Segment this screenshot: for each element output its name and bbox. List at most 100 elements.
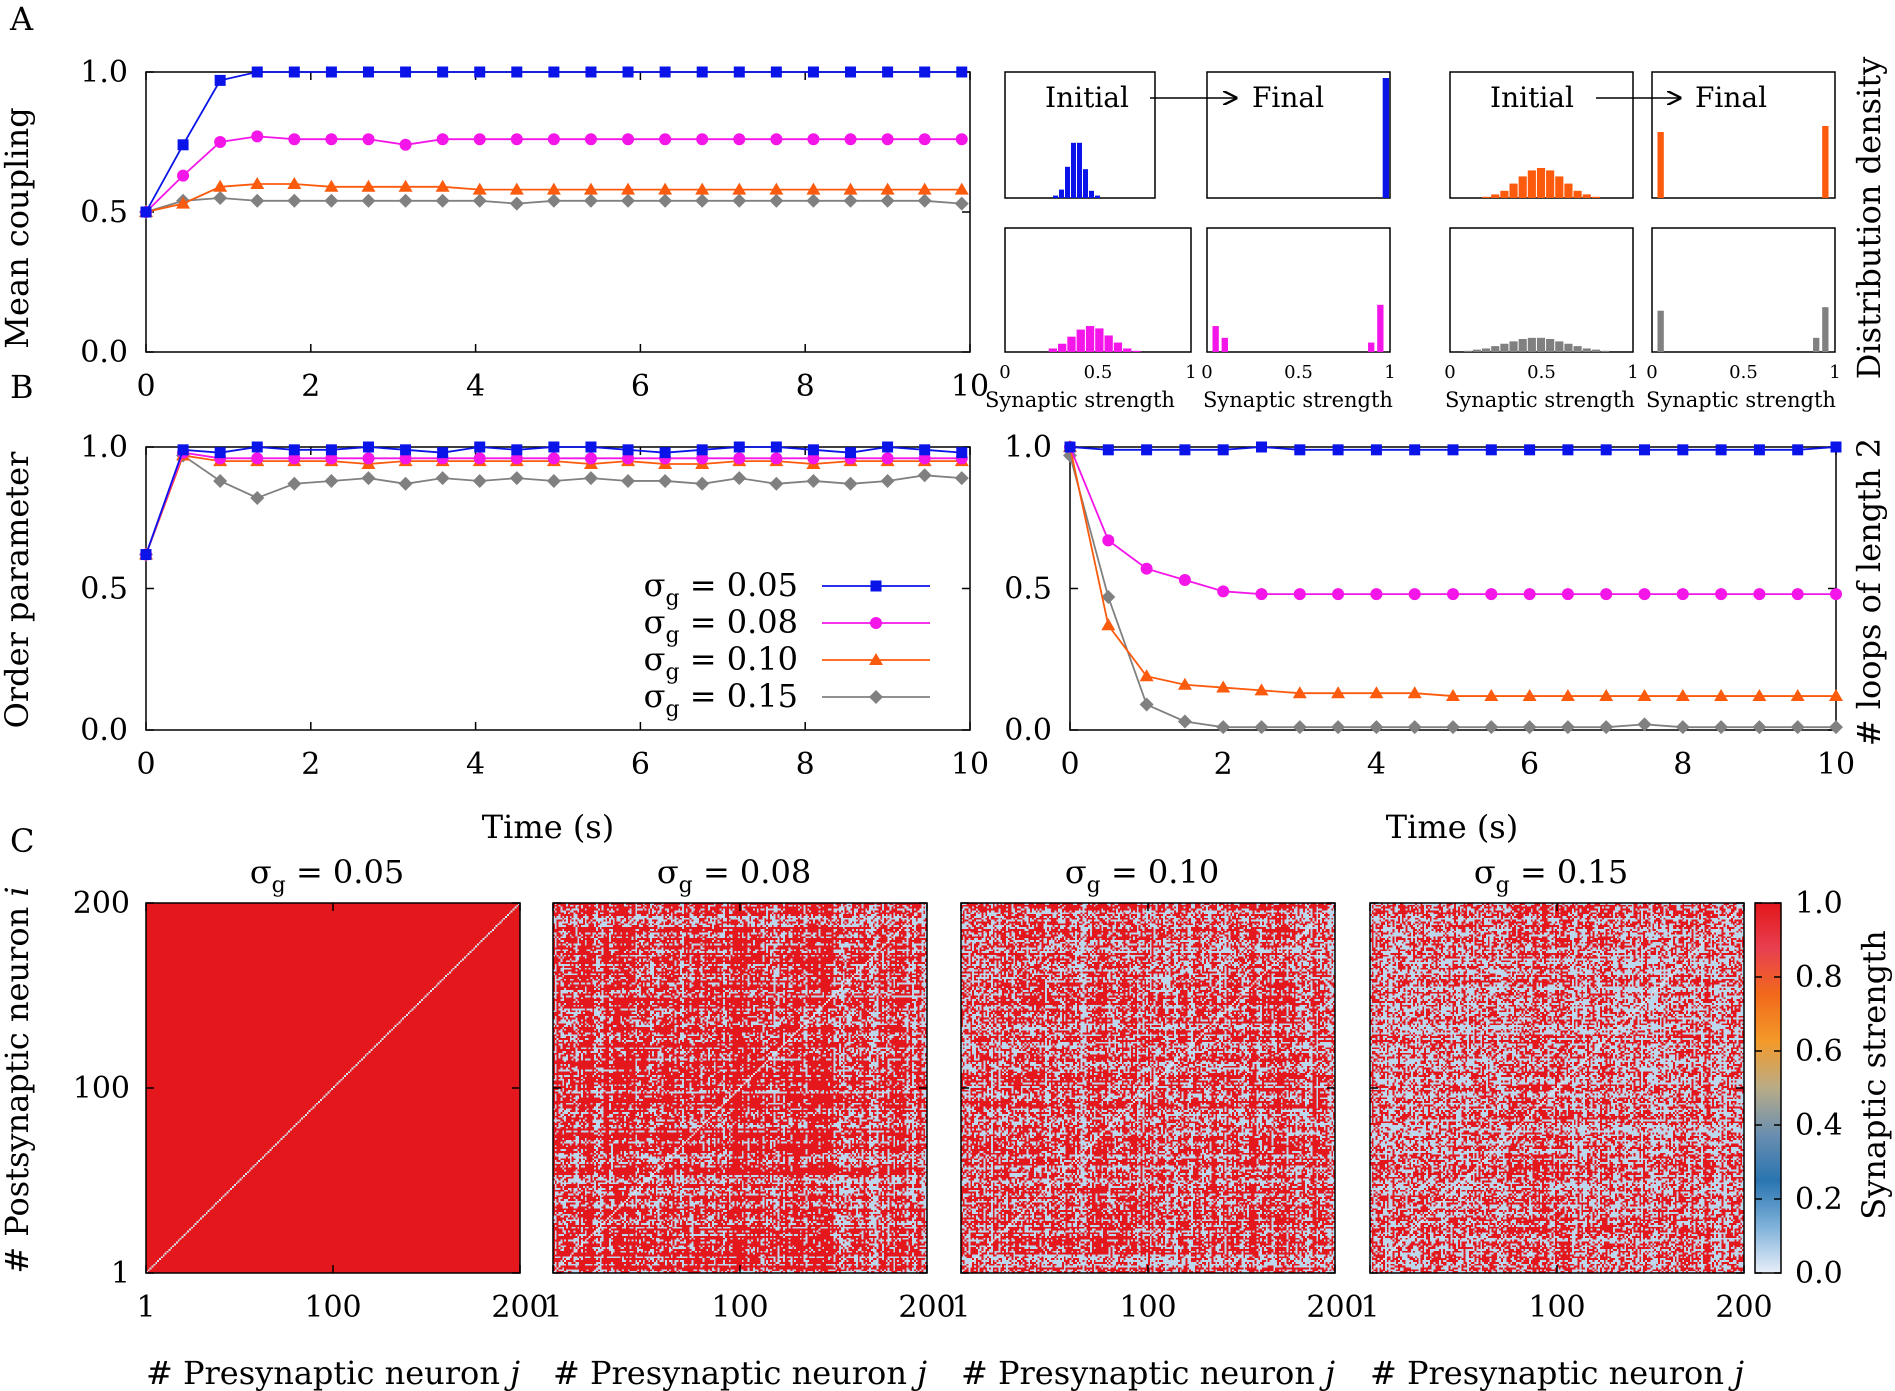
data-point <box>287 177 302 189</box>
data-point <box>287 476 302 491</box>
data-point <box>1369 720 1384 735</box>
chart-order-parameter: 0 2 4 6 8 10 0.0 0.5 1.0 <box>80 430 989 782</box>
data-point <box>621 182 636 195</box>
heatmap-s005: 11 100 100 200 200 σg = 0.05 # Presynaptic neu… <box>73 853 549 1391</box>
hist-bar <box>1822 307 1829 352</box>
data-point <box>324 193 339 208</box>
x-tick-label: 200 <box>898 1290 955 1325</box>
x-tick-label: 2 <box>1214 747 1233 782</box>
hist-bar <box>1546 339 1555 352</box>
hist-bar <box>1527 337 1536 352</box>
data-point <box>251 452 264 465</box>
y-tick-label: 0.0 <box>1004 713 1052 748</box>
data-point <box>1522 720 1537 735</box>
data-point <box>474 441 486 453</box>
y-tick-label: 1 <box>111 1256 130 1291</box>
data-point <box>732 471 747 486</box>
xlabel-presynaptic: # Presynaptic neuron j <box>553 1354 927 1391</box>
plot-frame <box>145 71 971 353</box>
data-point <box>548 441 560 453</box>
data-point <box>583 471 598 486</box>
hist-bar <box>1564 343 1573 352</box>
data-point <box>1715 444 1727 456</box>
hist-bar <box>1657 132 1664 198</box>
panel-letter-c: C <box>10 822 34 860</box>
heatmap-cells <box>553 903 927 1273</box>
hist-bar <box>1382 78 1389 198</box>
data-point <box>1292 720 1307 735</box>
series-s008 <box>1064 441 1842 601</box>
data-point <box>1446 720 1460 735</box>
data-point <box>583 182 598 195</box>
data-point <box>806 473 821 488</box>
hist-bar <box>1600 350 1610 352</box>
data-point <box>1599 720 1614 735</box>
hist-bar <box>1500 343 1509 352</box>
data-point <box>325 133 338 146</box>
data-point <box>251 441 263 453</box>
histogram-s008-final <box>1206 227 1391 353</box>
data-point <box>1829 720 1843 735</box>
legend-label: σg = 0.10 <box>644 640 798 685</box>
hist-bar <box>1491 346 1500 352</box>
hist-x-tick: 0.5 <box>1729 362 1758 383</box>
data-point <box>361 179 376 192</box>
data-point <box>1140 562 1153 575</box>
data-point <box>1790 689 1805 702</box>
data-point <box>250 177 265 189</box>
data-point <box>437 447 449 459</box>
data-point <box>1637 717 1652 732</box>
data-point <box>584 133 597 146</box>
data-point <box>733 441 745 453</box>
data-point <box>1675 689 1690 702</box>
x-tick-label: 6 <box>631 369 650 404</box>
legend-marker <box>869 653 883 665</box>
data-point <box>1294 444 1306 456</box>
x-tick-label: 100 <box>1528 1290 1585 1325</box>
y-tick-label: 0.0 <box>80 335 128 370</box>
hist-bar <box>1463 350 1472 352</box>
data-point <box>1447 444 1459 456</box>
data-point <box>807 66 819 78</box>
panel-letter-a: A <box>9 0 34 38</box>
series-line <box>145 454 962 555</box>
data-point <box>1332 444 1344 456</box>
x-tick-label: 4 <box>466 369 485 404</box>
heatmap-s015: 1 100 200 σg = 0.15 # Presynaptic neuron j <box>1360 853 1772 1391</box>
data-point <box>1217 444 1229 456</box>
data-point <box>509 471 524 486</box>
data-point <box>1524 444 1536 456</box>
data-point <box>1675 720 1690 735</box>
colorbar-tick-label: 0.4 <box>1795 1108 1843 1143</box>
xlabel-presynaptic: # Presynaptic neuron j <box>1370 1354 1744 1391</box>
hist-bar <box>1472 349 1482 352</box>
hist-bar <box>1067 336 1076 352</box>
data-point <box>324 473 339 488</box>
data-point <box>176 196 191 209</box>
heatmap-s008: 1 100 200 σg = 0.08 # Presynaptic neuron j <box>543 853 955 1391</box>
hist-bar <box>1657 310 1664 352</box>
data-point <box>361 193 376 208</box>
hist-bar <box>1104 335 1113 352</box>
hist-bar <box>1518 176 1527 198</box>
series-s008 <box>140 130 968 218</box>
hist-bar <box>1500 190 1509 198</box>
data-point <box>361 471 376 486</box>
data-point <box>213 179 228 192</box>
data-point <box>658 473 673 488</box>
hist-bar <box>1573 346 1582 352</box>
data-point <box>733 452 746 465</box>
data-point <box>437 66 449 78</box>
legend-label: σg = 0.05 <box>644 566 798 611</box>
x-tick-label: 100 <box>711 1290 768 1325</box>
data-point <box>843 193 858 208</box>
hist-bar <box>1813 337 1820 352</box>
data-point <box>583 193 598 208</box>
data-point <box>1485 444 1497 456</box>
hist-bar <box>1555 341 1564 352</box>
x-tick-label: 8 <box>796 747 815 782</box>
data-point <box>622 444 634 456</box>
data-point <box>880 182 895 195</box>
series-line <box>1069 446 1836 697</box>
